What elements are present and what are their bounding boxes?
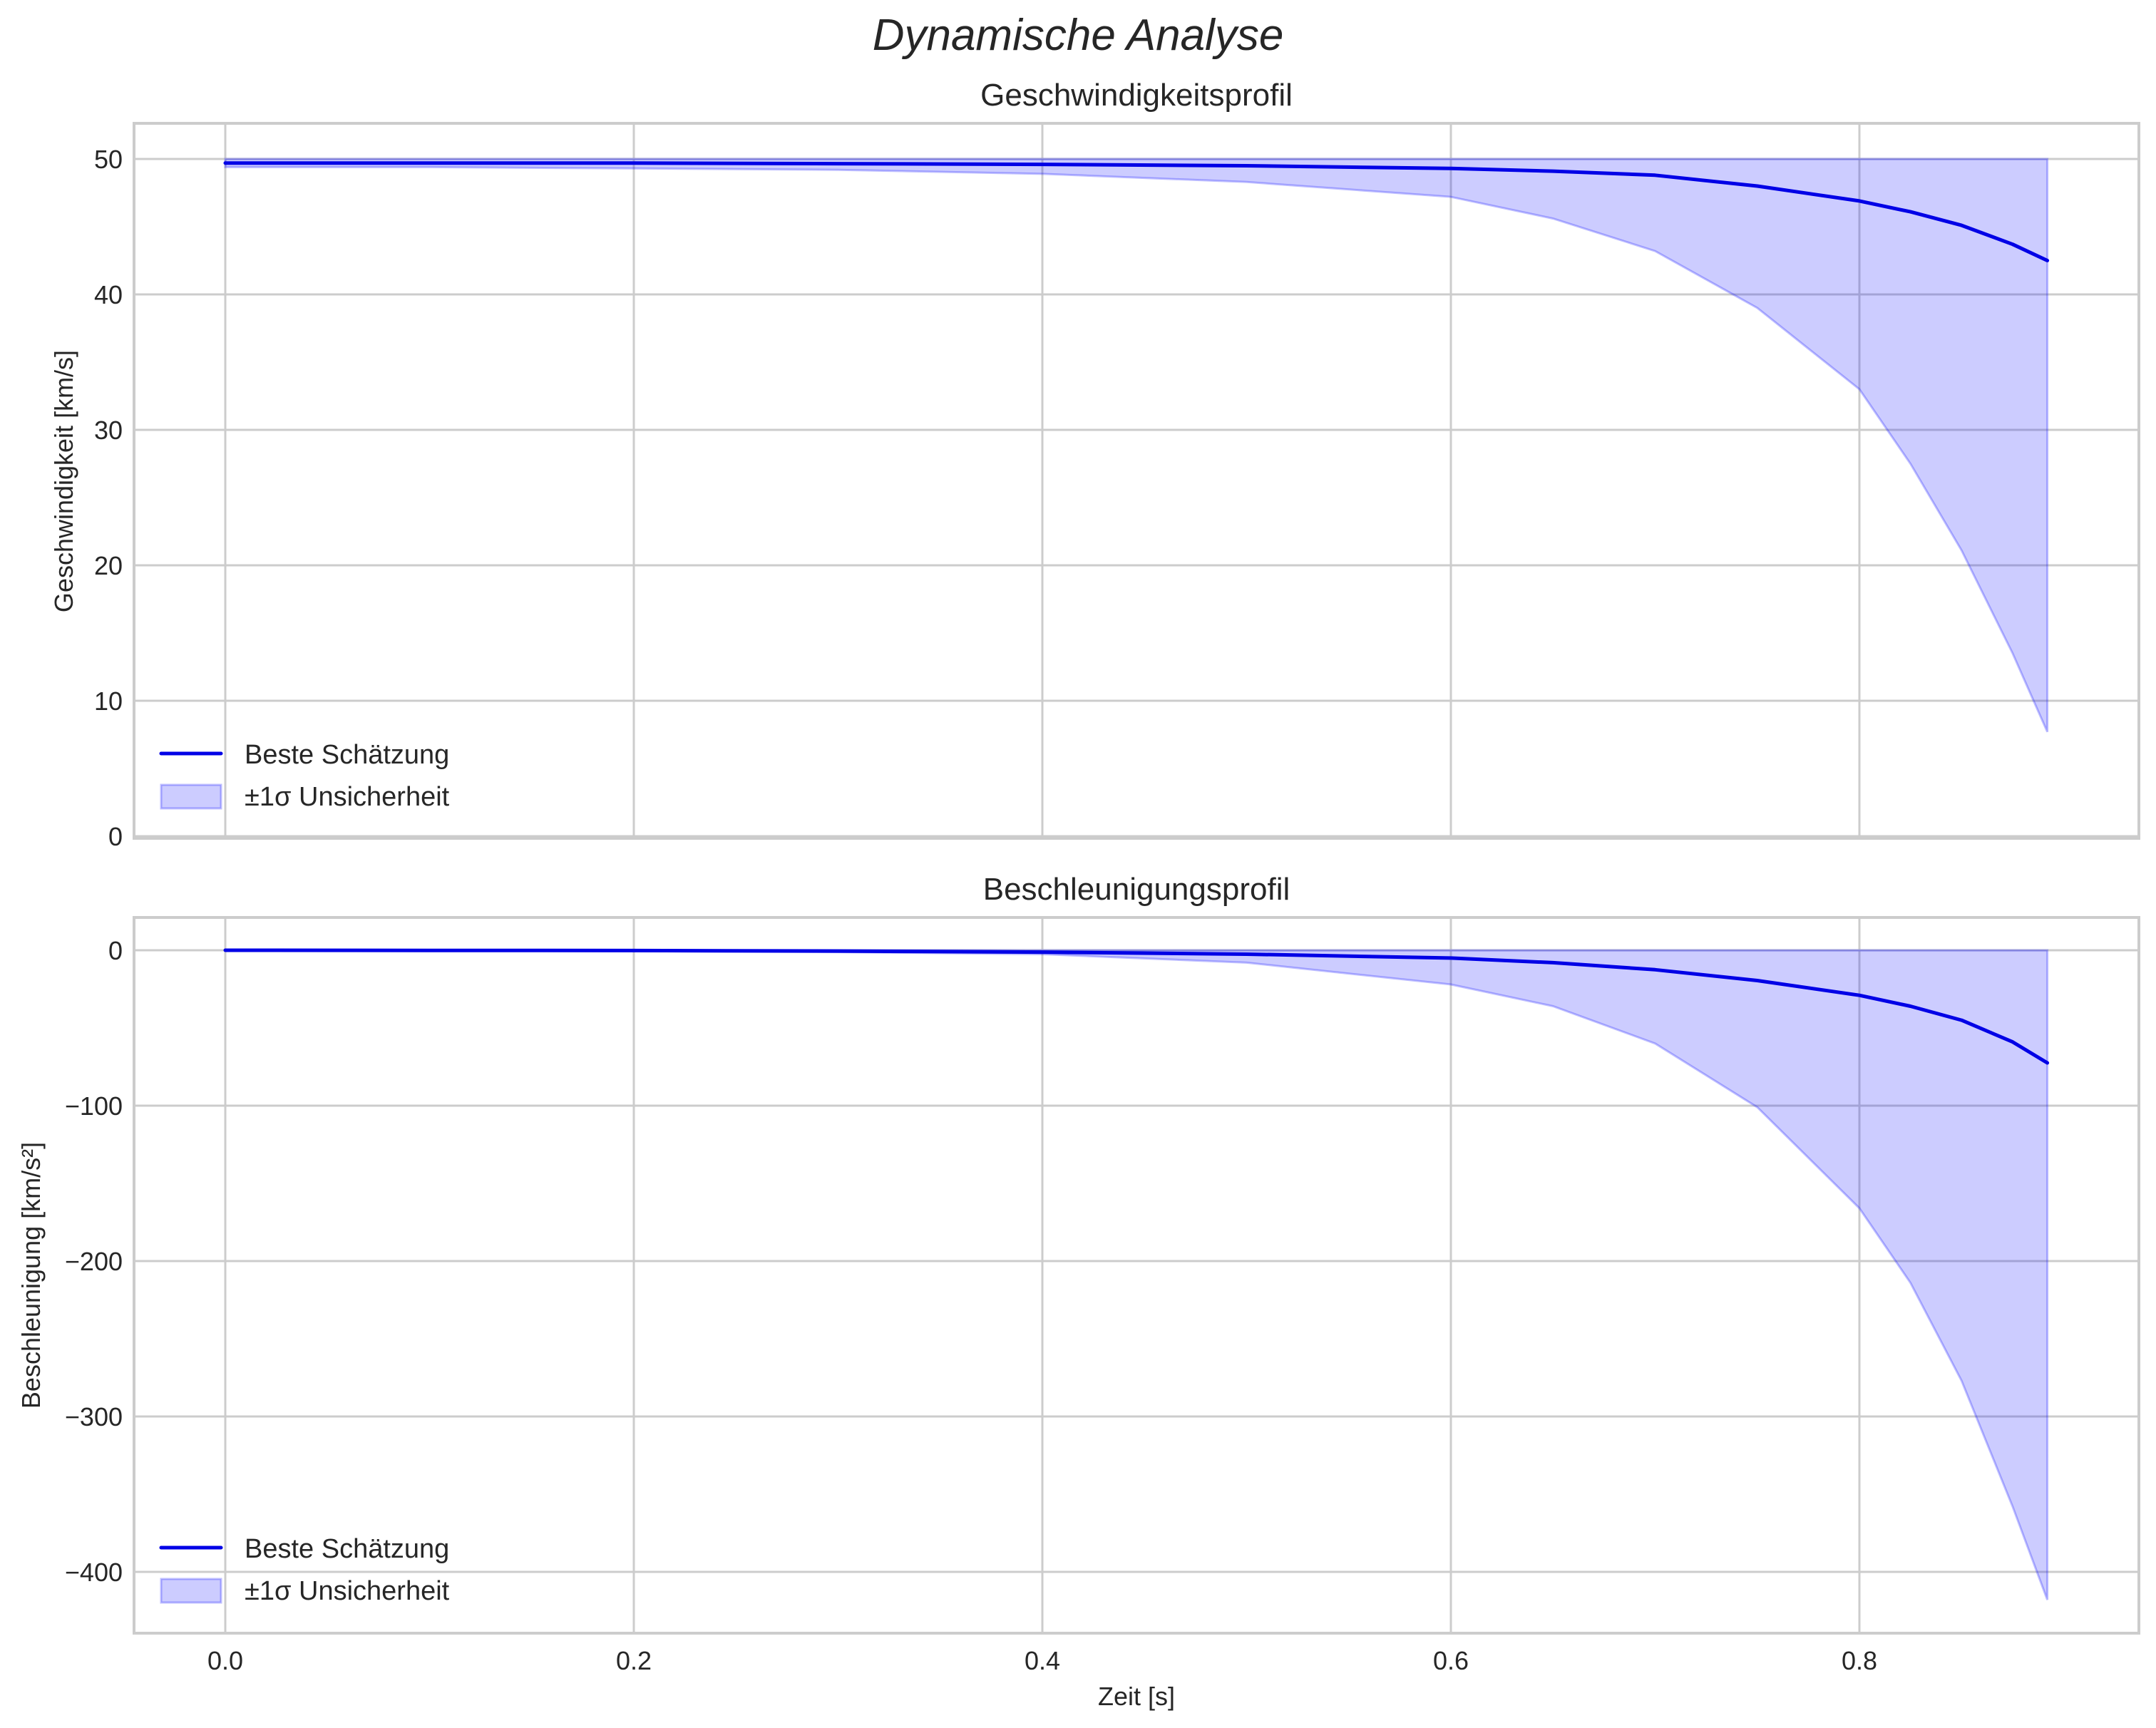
legend-label-uncertainty: ±1σ Unsicherheit bbox=[245, 1576, 450, 1606]
velocity-best-estimate-line bbox=[223, 161, 2050, 262]
legend-band-swatch bbox=[160, 1578, 222, 1604]
velocity-subplot: Geschwindigkeitsprofil 0 10 20 30 40 50 Gesch… bbox=[49, 78, 2140, 851]
x-axis-label: Zeit [s] bbox=[1098, 1682, 1175, 1711]
y-tick-label: −100 bbox=[65, 1091, 123, 1121]
y-tick-label: 0 bbox=[108, 822, 123, 851]
x-tick-label: 0.4 bbox=[1025, 1646, 1060, 1675]
y-tick-label: −300 bbox=[65, 1402, 123, 1431]
acceleration-y-axis-label: Beschleunigung [km/s²] bbox=[16, 1142, 46, 1409]
acceleration-best-estimate-line bbox=[223, 948, 2050, 1065]
y-tick-label: 40 bbox=[94, 280, 123, 309]
x-tick-label: 0.6 bbox=[1433, 1646, 1469, 1675]
velocity-legend: Beste Schätzung ±1σ Unsicherheit bbox=[159, 740, 450, 812]
x-tick-label: 0.0 bbox=[207, 1646, 243, 1675]
y-tick-label: −200 bbox=[65, 1247, 123, 1276]
legend-label-best-estimate: Beste Schätzung bbox=[245, 1534, 449, 1564]
x-tick-label: 0.2 bbox=[616, 1646, 652, 1675]
acceleration-plot-frame bbox=[133, 916, 2140, 1635]
acceleration-y-ticks: 0 −100 −200 −300 −400 bbox=[65, 936, 123, 1587]
acceleration-uncertainty-band bbox=[225, 949, 2049, 1600]
figure-title: Dynamische Analyse bbox=[873, 11, 1284, 60]
y-tick-label: 30 bbox=[94, 416, 123, 445]
y-tick-label: 0 bbox=[108, 936, 123, 965]
y-tick-label: −400 bbox=[65, 1558, 123, 1587]
acceleration-legend: Beste Schätzung ±1σ Unsicherheit bbox=[159, 1534, 450, 1606]
legend-label-best-estimate: Beste Schätzung bbox=[245, 740, 449, 770]
x-tick-label: 0.8 bbox=[1842, 1646, 1877, 1675]
velocity-uncertainty-band bbox=[224, 158, 2049, 733]
velocity-subplot-title: Geschwindigkeitsprofil bbox=[980, 78, 1293, 113]
acceleration-subplot-title: Beschleunigungsprofil bbox=[983, 872, 1290, 907]
y-tick-label: 10 bbox=[94, 686, 123, 716]
acceleration-subplot: Beschleunigungsprofil 0−100−200−300−400 … bbox=[16, 872, 2140, 1711]
velocity-grid bbox=[134, 123, 2139, 838]
velocity-y-ticks: 0 10 20 30 40 50 bbox=[94, 145, 123, 851]
x-ticks: 0.0 0.2 0.4 0.6 0.8 bbox=[207, 1646, 1877, 1675]
y-tick-label: 20 bbox=[94, 551, 123, 580]
velocity-y-axis-label: Geschwindigkeit [km/s] bbox=[49, 350, 78, 612]
legend-band-swatch bbox=[160, 783, 222, 810]
y-tick-label: 50 bbox=[94, 145, 123, 174]
velocity-plot-frame bbox=[133, 122, 2140, 840]
legend-label-uncertainty: ±1σ Unsicherheit bbox=[245, 782, 450, 812]
